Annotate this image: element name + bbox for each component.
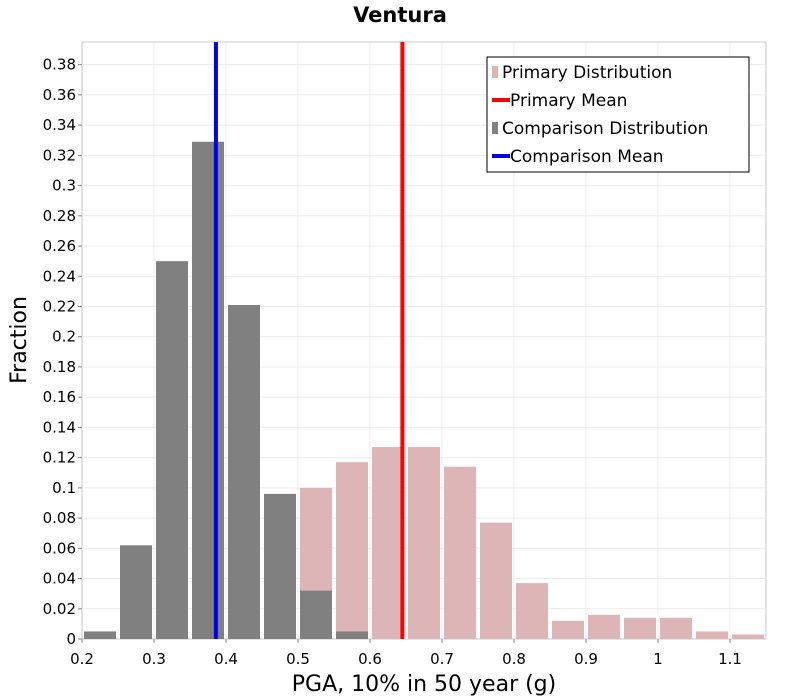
comparison-distribution-bars [84,141,368,639]
x-tick-label: 0.4 [214,650,238,668]
legend-label-comparison-distribution: Comparison Distribution [502,119,708,139]
y-tick-label: 0 [66,630,76,648]
comparison-bar [156,261,188,639]
y-tick-label: 0.04 [43,570,76,588]
x-tick-label: 1.1 [718,650,742,668]
y-tick-label: 0.06 [43,539,76,557]
x-tick-label: 0.5 [286,650,310,668]
mean-lines [213,42,405,639]
y-tick-label: 0.14 [43,418,76,436]
comparison-bar [84,631,116,639]
legend: Primary Distribution Primary Mean Comparis… [486,56,750,173]
primary-bar [372,447,404,639]
y-tick-label: 0.32 [43,146,76,164]
y-tick-label: 0.34 [43,116,76,134]
x-tick-label: 0.2 [70,650,94,668]
legend-swatch-primary-distribution [492,66,498,78]
y-tick-label: 0.28 [43,207,76,225]
legend-label-comparison-mean: Comparison Mean [510,147,664,167]
y-tick-label: 0.12 [43,449,76,467]
y-tick-label: 0.3 [52,177,76,195]
comparison-bar [228,304,260,639]
y-tick-label: 0.26 [43,237,76,255]
primary-bar [444,466,476,639]
y-tick-label: 0.38 [43,56,76,74]
comparison-bar [300,590,332,639]
primary-distribution-bars [264,447,764,639]
y-axis: 0 0.02 0.04 0.06 0.08 0.1 0.12 0.14 0.16 0.18 0.2 0… [43,56,82,648]
legend-box [486,56,750,173]
x-tick-label: 0.9 [574,650,598,668]
legend-label-primary-distribution: Primary Distribution [502,63,672,83]
x-tick-label: 0.7 [430,650,454,668]
legend-swatch-comparison-distribution [492,122,498,134]
comparison-bar [264,493,296,639]
primary-bar [336,462,368,639]
x-axis-title: PGA, 10% in 50 year (g) [292,672,556,697]
y-tick-label: 0.2 [52,328,76,346]
comparison-bar [192,141,224,639]
comparison-bar [336,631,368,639]
primary-bar [696,631,728,639]
primary-bar [480,522,512,639]
chart-title: Ventura [353,3,447,27]
x-axis: 0.2 0.3 0.4 0.5 0.6 0.7 0.8 0.9 1 1.1 [70,639,742,668]
x-tick-label: 1 [653,650,663,668]
y-tick-label: 0.1 [52,479,76,497]
y-tick-label: 0.36 [43,86,76,104]
primary-bar [732,634,764,639]
y-tick-label: 0.24 [43,267,76,285]
x-tick-label: 0.6 [358,650,382,668]
y-tick-label: 0.22 [43,297,76,315]
legend-label-primary-mean: Primary Mean [510,91,627,111]
y-axis-title: Fraction [7,296,32,384]
primary-bar [516,583,548,639]
y-tick-label: 0.02 [43,600,76,618]
y-tick-label: 0.18 [43,358,76,376]
primary-bar [624,617,656,639]
y-tick-label: 0.16 [43,388,76,406]
primary-bar [408,447,440,639]
primary-bar [660,617,692,639]
primary-bar [588,614,620,639]
x-tick-label: 0.8 [502,650,526,668]
comparison-bar [120,545,152,639]
primary-bar [552,620,584,639]
x-tick-label: 0.3 [142,650,166,668]
y-tick-label: 0.08 [43,509,76,527]
